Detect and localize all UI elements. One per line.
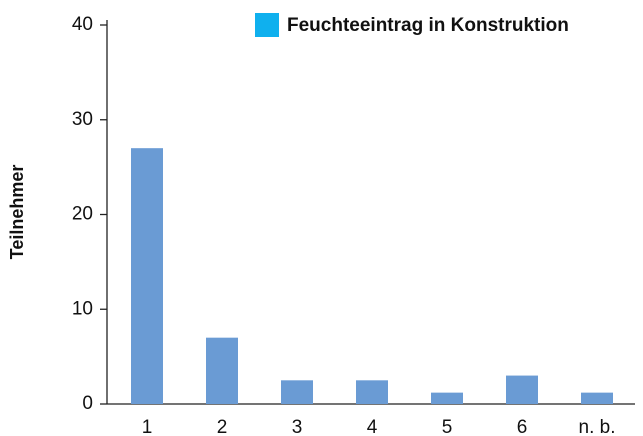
bar [581, 392, 613, 404]
legend-swatch [255, 13, 279, 37]
x-tick-label: 1 [142, 417, 153, 436]
y-tick-label: 30 [72, 109, 93, 130]
bar [431, 392, 463, 404]
x-tick-label: 2 [217, 417, 228, 436]
x-tick-label: 6 [517, 417, 528, 436]
x-tick-label: 5 [442, 417, 453, 436]
bar [281, 380, 313, 404]
y-axis-label: Teilnehmer [7, 165, 27, 260]
bar [206, 337, 238, 404]
y-tick-label: 0 [82, 393, 93, 414]
y-tick-label: 40 [72, 14, 93, 35]
y-tick-label: 20 [72, 204, 93, 225]
x-tick-label: 3 [292, 417, 303, 436]
bar [356, 380, 388, 404]
y-tick-label: 10 [72, 298, 93, 319]
legend-label: Feuchteeintrag in Konstruktion [287, 15, 569, 36]
x-tick-label: 4 [367, 417, 378, 436]
bar [131, 148, 163, 404]
bar [506, 375, 538, 404]
x-tick-label: n. b. [579, 417, 616, 436]
